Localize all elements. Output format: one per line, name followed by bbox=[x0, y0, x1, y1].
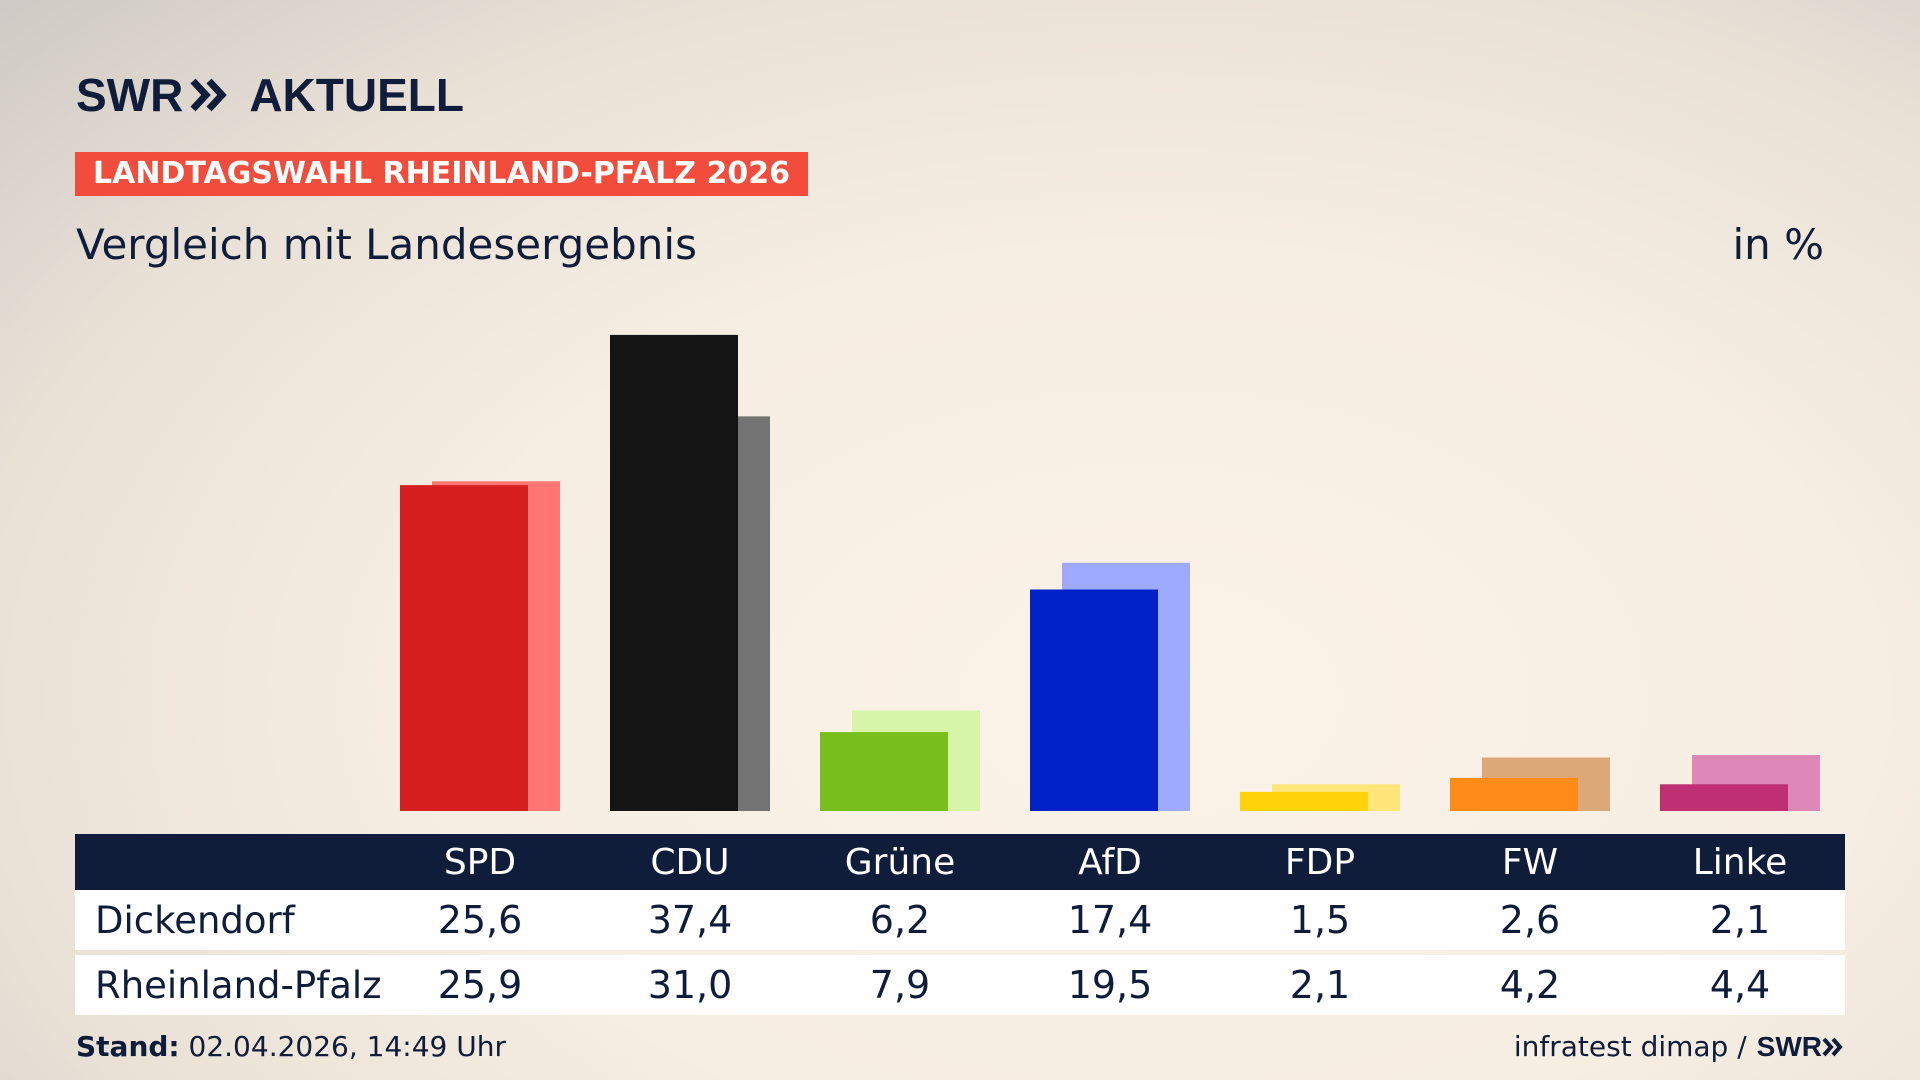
header-linke: Linke bbox=[1692, 841, 1788, 883]
value-rheinland-pfalz-fw: 4,2 bbox=[1499, 963, 1561, 1007]
value-rheinland-pfalz-linke: 4,4 bbox=[1709, 963, 1771, 1007]
bar-dickendorf-afd bbox=[1030, 589, 1158, 811]
value-rheinland-pfalz-afd: 19,5 bbox=[1067, 963, 1153, 1007]
logo-swr-text: SWR bbox=[76, 69, 184, 121]
header-spd: SPD bbox=[443, 841, 517, 883]
value-dickendorf-spd: 25,6 bbox=[437, 898, 523, 942]
footer-swr-text: SWR bbox=[1756, 1030, 1822, 1062]
bar-dickendorf-spd bbox=[400, 485, 528, 811]
stand-label: Stand: bbox=[76, 1030, 180, 1063]
table-header: SPD CDU Grüne AfD FDP FW Linke bbox=[75, 834, 1845, 890]
value-dickendorf-fw: 2,6 bbox=[1499, 898, 1561, 942]
header-cdu: CDU bbox=[650, 841, 730, 883]
header-grüne: Grüne bbox=[844, 841, 956, 883]
results-table: SPD CDU Grüne AfD FDP FW Linke Dickendorf 25,6… bbox=[75, 834, 1845, 1015]
double-chevron-icon bbox=[189, 78, 229, 112]
footer-swr-logo: SWR bbox=[1757, 1031, 1844, 1063]
header-fw: FW bbox=[1501, 841, 1559, 883]
chart-subtitle: Vergleich mit Landesergebnis bbox=[76, 220, 697, 269]
value-dickendorf-afd: 17,4 bbox=[1067, 898, 1153, 942]
row-label-rheinland-pfalz: Rheinland-Pfalz bbox=[95, 963, 382, 1007]
value-rheinland-pfalz-fdp: 2,1 bbox=[1289, 963, 1351, 1007]
swr-aktuell-logo: SWR AKTUELL bbox=[76, 68, 464, 122]
bar-dickendorf-cdu bbox=[610, 334, 738, 811]
stand-value: 02.04.2026, 14:49 Uhr bbox=[188, 1030, 506, 1063]
footer-chevron-icon bbox=[1822, 1037, 1843, 1056]
value-dickendorf-linke: 2,1 bbox=[1709, 898, 1771, 942]
table-row: Dickendorf 25,6 37,4 6,2 17,4 1,5 2,6 2,1 bbox=[75, 890, 1845, 950]
bar-dickendorf-linke bbox=[1660, 784, 1788, 811]
row-label-dickendorf: Dickendorf bbox=[95, 898, 295, 942]
value-rheinland-pfalz-grüne: 7,9 bbox=[869, 963, 931, 1007]
bar-dickendorf-grüne bbox=[820, 732, 948, 811]
value-dickendorf-grüne: 6,2 bbox=[869, 898, 931, 942]
value-dickendorf-cdu: 37,4 bbox=[647, 898, 733, 942]
table-row: Rheinland-Pfalz 25,9 31,0 7,9 19,5 2,1 4,2 4,4 bbox=[75, 955, 1845, 1015]
header-afd: AfD bbox=[1078, 841, 1142, 883]
source-credit: infratest dimap / SWR bbox=[1514, 1030, 1844, 1063]
bar-chart bbox=[400, 334, 1820, 811]
timestamp: Stand: 02.04.2026, 14:49 Uhr bbox=[76, 1030, 506, 1063]
value-rheinland-pfalz-cdu: 31,0 bbox=[647, 963, 733, 1007]
source-text: infratest dimap / bbox=[1513, 1030, 1747, 1063]
logo-aktuell-text: AKTUELL bbox=[249, 69, 464, 121]
unit-label: in % bbox=[1732, 220, 1824, 269]
bar-dickendorf-fdp bbox=[1240, 791, 1368, 811]
bar-dickendorf-fw bbox=[1450, 777, 1578, 811]
header-fdp: FDP bbox=[1284, 841, 1356, 883]
value-rheinland-pfalz-spd: 25,9 bbox=[437, 963, 523, 1007]
election-banner: LANDTAGSWAHL RHEINLAND-PFALZ 2026 bbox=[75, 152, 808, 196]
value-dickendorf-fdp: 1,5 bbox=[1289, 898, 1351, 942]
